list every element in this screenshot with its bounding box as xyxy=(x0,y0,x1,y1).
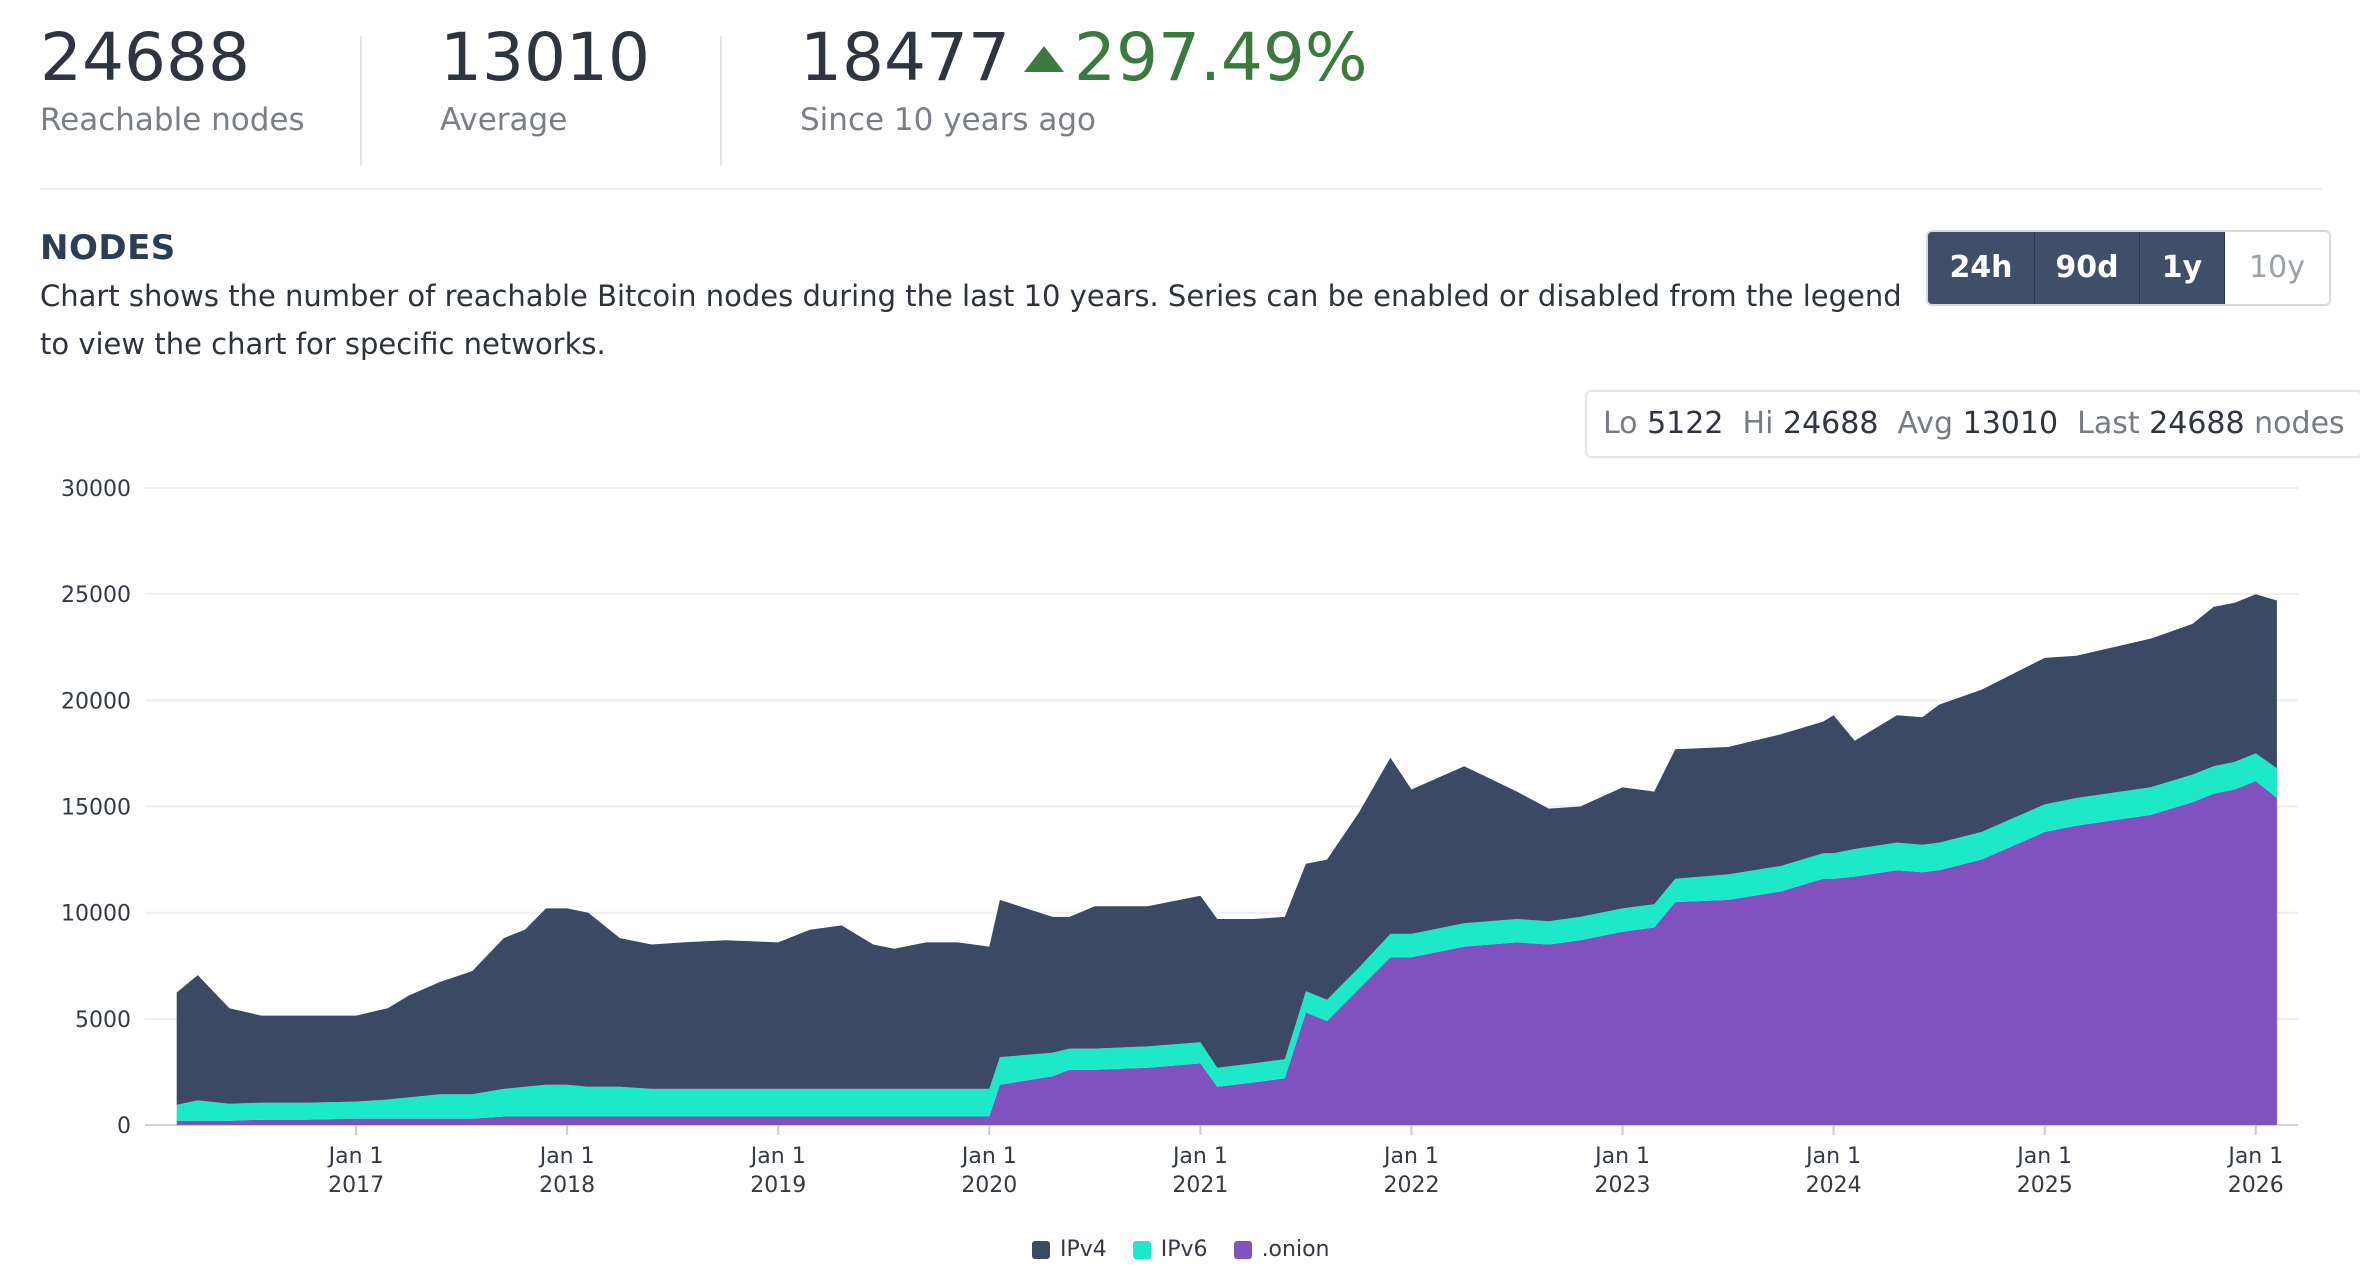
x-tick-label-year: 2020 xyxy=(961,1173,1017,1198)
arrow-up-icon xyxy=(1023,46,1064,72)
legend-swatch-ipv4 xyxy=(1032,1240,1050,1259)
range-button-10y[interactable]: 10y xyxy=(2225,232,2329,304)
legend-label-onion: .onion xyxy=(1261,1237,1330,1262)
x-tick-label-day: Jan 1 xyxy=(2226,1144,2283,1169)
x-tick-label-year: 2024 xyxy=(1806,1173,1862,1198)
legend-item-ipv4[interactable]: IPv4 xyxy=(1032,1237,1107,1262)
x-tick-label-day: Jan 1 xyxy=(1382,1144,1439,1169)
divider xyxy=(40,188,2322,190)
summary-hi-label: Hi xyxy=(1742,406,1774,441)
legend-label-ipv6: IPv6 xyxy=(1160,1237,1208,1262)
stat-average: 13010 Average xyxy=(440,18,650,140)
section-title: NODES xyxy=(40,228,176,268)
y-tick-label: 20000 xyxy=(61,689,131,714)
nodes-chart: 0 5000 10000 15000 20000 25000 30000 Jan 1 2017 J… xyxy=(61,477,2298,1198)
chart-legend: IPv4 IPv6 .onion xyxy=(1032,1237,1355,1262)
x-tick-label-year: 2021 xyxy=(1172,1173,1228,1198)
x-tick-label-day: Jan 1 xyxy=(749,1144,806,1169)
summary-lo-label: Lo xyxy=(1603,406,1638,441)
x-tick-label-year: 2019 xyxy=(750,1173,806,1198)
range-selector: 24h 90d 1y 10y xyxy=(1926,230,2331,306)
series-area-ipv4 xyxy=(176,594,2277,1105)
x-tick-label-day: Jan 1 xyxy=(538,1144,595,1169)
since-value: 18477 xyxy=(800,19,1010,96)
legend-swatch-ipv6 xyxy=(1132,1240,1151,1259)
reachable-value: 24688 xyxy=(40,19,250,96)
range-button-1y[interactable]: 1y xyxy=(2140,232,2225,304)
x-tick-label-day: Jan 1 xyxy=(1171,1144,1228,1169)
series-area-onion xyxy=(176,781,2277,1125)
x-tick-label-year: 2018 xyxy=(539,1173,595,1198)
x-tick-label-day: Jan 1 xyxy=(1804,1144,1861,1169)
x-tick-label-year: 2017 xyxy=(328,1173,384,1198)
section-description: Chart shows the number of reachable Bitc… xyxy=(40,279,1902,361)
stat-divider xyxy=(360,36,362,166)
summary-unit: nodes xyxy=(2254,406,2345,441)
summary-last-label: Last xyxy=(2077,406,2140,441)
legend-label-ipv4: IPv4 xyxy=(1060,1237,1107,1262)
x-tick-label-day: Jan 1 xyxy=(2015,1144,2072,1169)
stat-reachable: 24688 Reachable nodes xyxy=(40,18,305,140)
x-tick-label-day: Jan 1 xyxy=(960,1144,1017,1169)
summary-avg: 13010 xyxy=(1962,406,2059,441)
average-value: 13010 xyxy=(440,19,650,96)
y-tick-label: 10000 xyxy=(61,902,131,927)
x-tick-label-year: 2023 xyxy=(1595,1173,1651,1198)
y-tick-label: 25000 xyxy=(61,583,131,608)
y-tick-label: 30000 xyxy=(61,477,131,502)
summary-lo: 5122 xyxy=(1647,406,1724,441)
stat-divider xyxy=(720,36,722,166)
x-tick-label-year: 2026 xyxy=(2228,1173,2284,1198)
since-label: Since 10 years ago xyxy=(800,102,1097,138)
reachable-label: Reachable nodes xyxy=(40,102,305,138)
summary-avg-label: Avg xyxy=(1897,406,1954,441)
summary-box: Lo 5122 Hi 24688 Avg 13010 Last 24688 no… xyxy=(1585,390,2360,458)
legend-item-onion[interactable]: .onion xyxy=(1233,1237,1330,1262)
since-change: 297.49% xyxy=(1073,19,1368,96)
summary-hi: 24688 xyxy=(1782,406,1879,441)
x-tick-label-year: 2025 xyxy=(2017,1173,2073,1198)
x-tick-label-year: 2022 xyxy=(1383,1173,1439,1198)
y-tick-label: 15000 xyxy=(61,796,131,821)
range-button-24h[interactable]: 24h xyxy=(1928,232,2035,304)
x-tick-label-day: Jan 1 xyxy=(1593,1144,1650,1169)
legend-swatch-onion xyxy=(1233,1240,1252,1259)
y-tick-label: 0 xyxy=(117,1114,131,1139)
x-tick-label-day: Jan 1 xyxy=(327,1144,384,1169)
average-label: Average xyxy=(440,102,568,138)
y-tick-label: 5000 xyxy=(75,1008,131,1033)
stat-since: 18477 297.49% Since 10 years ago xyxy=(800,18,1368,140)
legend-item-ipv6[interactable]: IPv6 xyxy=(1132,1237,1208,1262)
range-button-90d[interactable]: 90d xyxy=(2035,232,2140,304)
summary-last: 24688 xyxy=(2149,406,2245,441)
